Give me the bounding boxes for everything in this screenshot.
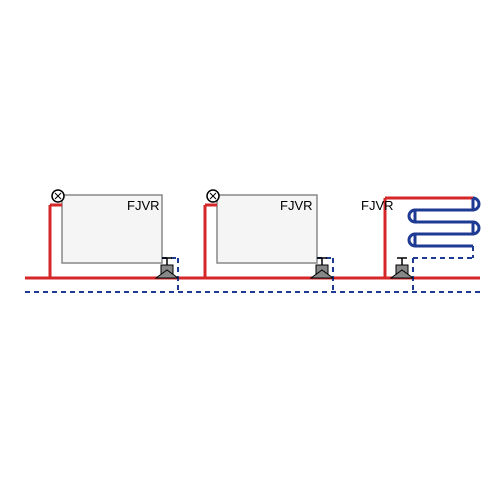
fjvr-label-1: FJVR: [127, 198, 160, 213]
fjvr-valve-3: [391, 258, 413, 278]
fjvr-label-3: FJVR: [361, 198, 394, 213]
diagram-svg: [0, 0, 500, 500]
fjvr-label-2: FJVR: [280, 198, 313, 213]
heating-diagram: FJVR FJVR FJVR: [0, 0, 500, 500]
